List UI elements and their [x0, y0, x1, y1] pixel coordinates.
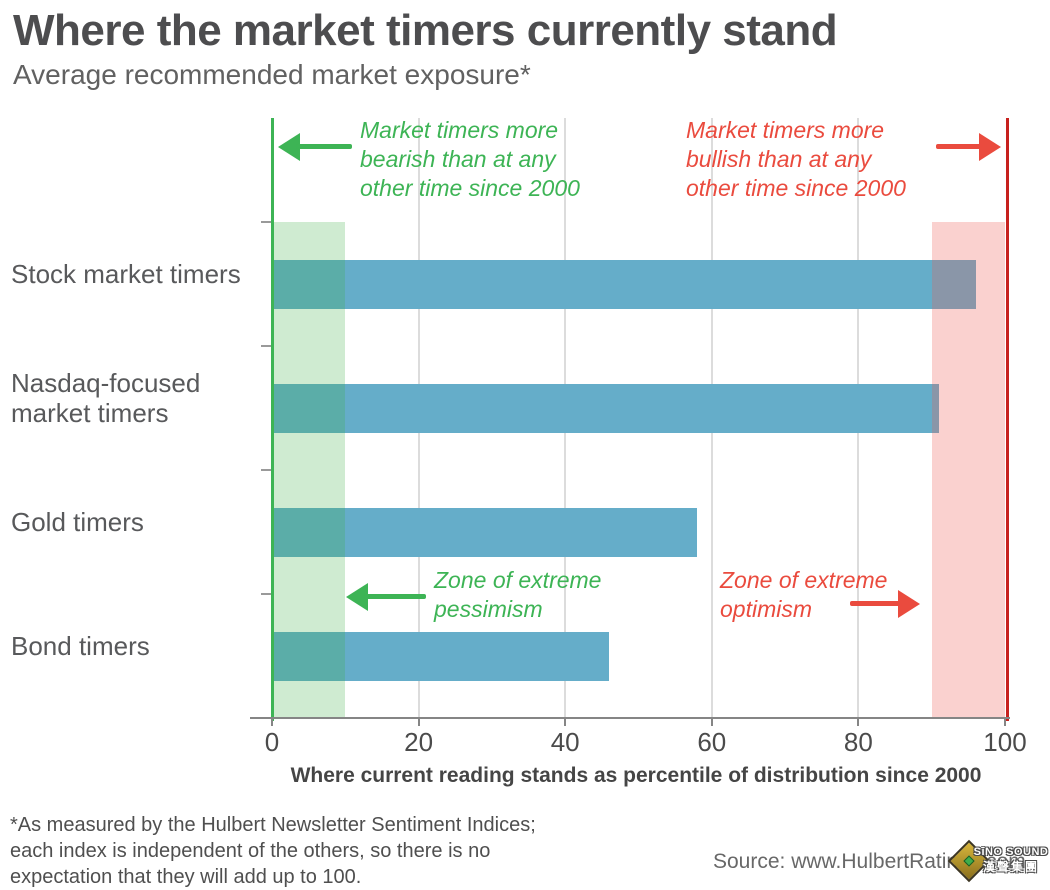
bearish-arrow-line [296, 144, 352, 149]
bearish-arrow-icon [278, 133, 300, 161]
x-tick-0 [271, 718, 273, 726]
category-label: Nasdaq-focused market timers [11, 367, 201, 428]
x-tick-20 [417, 718, 420, 726]
pessimism-zone-arrow-icon [346, 583, 368, 611]
source-credit: Source: www.HulbertRatings.com [713, 850, 1026, 873]
optimism-zone-annotation: Zone of extreme optimism [720, 567, 888, 622]
x-axis-title: Where current reading stands as percenti… [290, 764, 982, 787]
x-tick-label: 20 [404, 727, 434, 757]
bearish-annotation: Market timers more bearish than at any o… [360, 117, 580, 201]
x-tick-label: 60 [697, 727, 727, 757]
y-axis-tick [261, 345, 271, 347]
pessimism-zone-arrow-line [364, 594, 426, 599]
x-tick-label: 40 [550, 727, 580, 757]
bullish-arrow-icon [979, 133, 1001, 161]
bar-stock-market-timers [273, 260, 976, 309]
x-tick-label: 0 [264, 727, 280, 757]
chart-title: Where the market timers currently stand [13, 6, 838, 55]
extreme-pessimism-zone [272, 222, 346, 718]
bullish-annotation: Market timers more bullish than at any o… [686, 117, 906, 201]
x-tick-40 [564, 718, 567, 726]
chart-subtitle: Average recommended market exposure* [13, 59, 531, 90]
optimism-zone-arrow-icon [898, 590, 920, 618]
category-label: Gold timers [11, 506, 144, 537]
x-tick-label: 80 [843, 727, 873, 757]
watermark-name-cn: 漢聲集團 [982, 860, 1039, 874]
watermark: SiNO SOUND 漢聲集團 [947, 839, 1049, 888]
x-axis-line [250, 717, 1010, 719]
x-tick-60 [710, 718, 713, 726]
footnote: *As measured by the Hulbert Newsletter S… [10, 814, 536, 888]
y-axis-tick [261, 221, 271, 223]
y-axis-tick [261, 593, 271, 595]
bullish-arrow-line [936, 144, 982, 149]
optimism-zone-arrow-line [850, 601, 900, 606]
x-tick-80 [857, 718, 860, 726]
y-axis-tick [261, 469, 271, 471]
x-tick-label: 100 [983, 727, 1027, 757]
pessimism-edge-line [271, 118, 274, 721]
bar-gold-timers [273, 508, 698, 557]
bar-nasdaq-focused [273, 384, 940, 433]
x-tick-100 [1004, 718, 1006, 726]
category-label: Bond timers [11, 630, 150, 661]
watermark-name: SiNO SOUND [973, 846, 1049, 858]
optimism-edge-line [1006, 118, 1009, 721]
extreme-optimism-zone [931, 222, 1005, 718]
category-label: Stock market timers [11, 258, 241, 289]
pessimism-zone-annotation: Zone of extreme pessimism [434, 567, 602, 622]
bar-bond-timers [273, 632, 610, 681]
